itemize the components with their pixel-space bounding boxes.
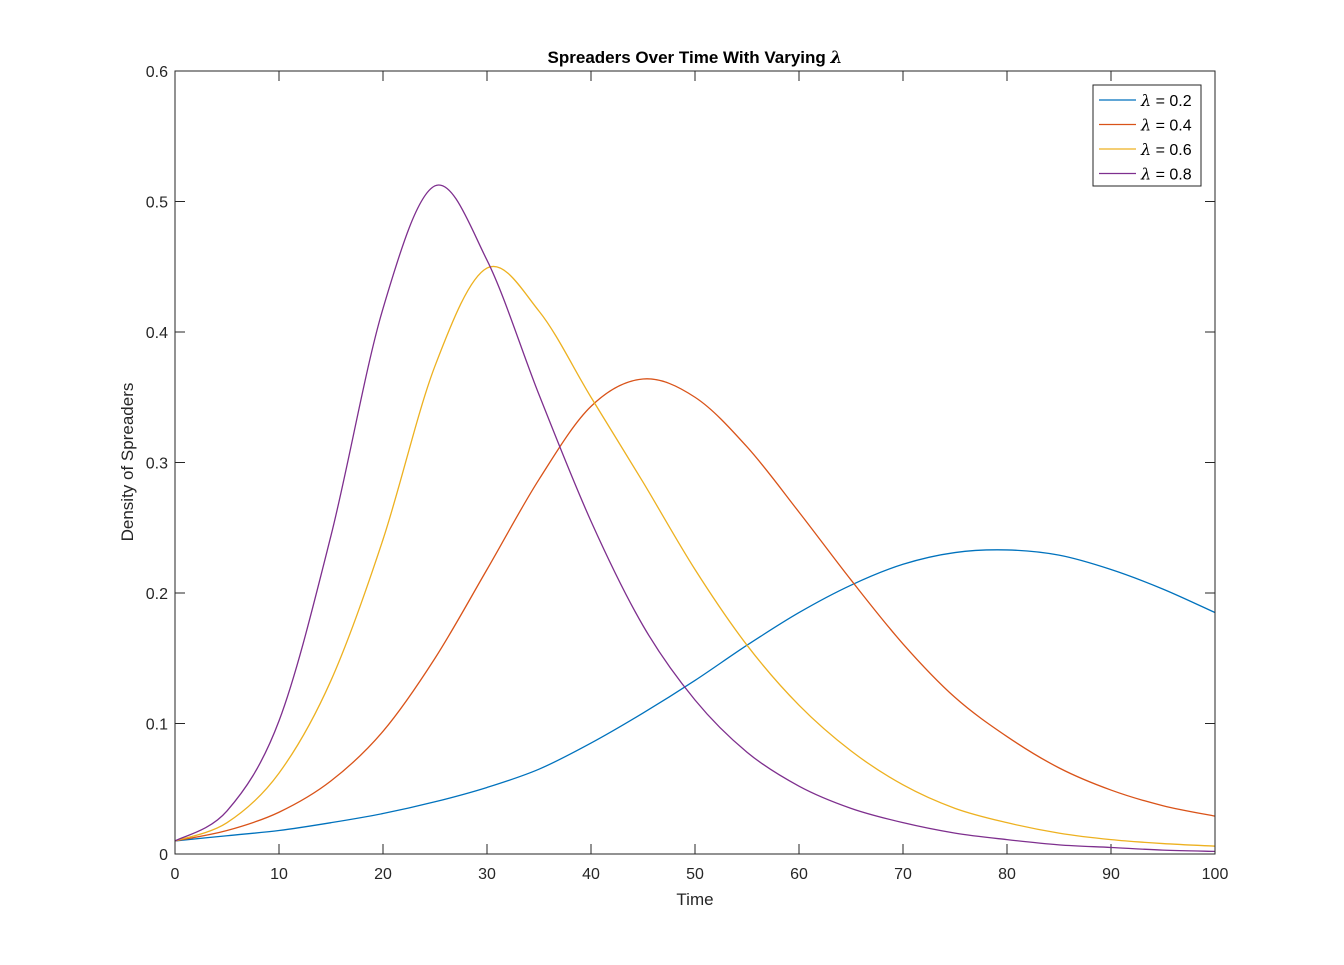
legend-item[interactable]: λ = 0.6	[1099, 140, 1192, 159]
y-axis-ticks: 0 0.1 0.2 0.3 0.4 0.5 0.6	[146, 64, 1215, 864]
chart-title-symbol: λ	[830, 48, 843, 68]
x-axis-label: Time	[676, 890, 713, 909]
y-tick-label: 0.1	[146, 717, 168, 734]
x-tick-label: 90	[1102, 866, 1120, 883]
series-line-2	[174, 378, 1216, 842]
legend-label: λ = 0.8	[1140, 165, 1192, 184]
series-line-1	[174, 549, 1216, 842]
x-tick-label: 40	[582, 866, 600, 883]
series-line-4	[174, 184, 1216, 853]
legend-label-value: = 0.6	[1151, 142, 1192, 159]
series-line-3	[174, 265, 1216, 847]
y-tick-label: 0.6	[146, 64, 168, 81]
x-tick-label: 80	[998, 866, 1016, 883]
legend-label-symbol: λ	[1140, 140, 1151, 159]
x-tick-label: 100	[1202, 866, 1229, 883]
legend-label-symbol: λ	[1140, 165, 1151, 184]
legend[interactable]: λ = 0.2λ = 0.4λ = 0.6λ = 0.8	[1092, 84, 1202, 187]
x-axis-ticks: 0 10 20 30 40 50 60 70 80 90 100	[171, 71, 1229, 883]
legend-item[interactable]: λ = 0.2	[1099, 91, 1192, 110]
x-tick-label: 50	[686, 866, 704, 883]
legend-label-symbol: λ	[1140, 91, 1151, 110]
legend-item[interactable]: λ = 0.4	[1099, 116, 1192, 135]
legend-box	[1092, 84, 1202, 187]
series-lines	[174, 184, 1216, 853]
y-tick-label: 0.4	[146, 325, 168, 342]
x-tick-label: 30	[478, 866, 496, 883]
legend-item[interactable]: λ = 0.8	[1099, 165, 1192, 184]
plot-frame	[174, 70, 1216, 855]
y-tick-label: 0.3	[146, 456, 168, 473]
x-tick-label: 60	[790, 866, 808, 883]
legend-label-symbol: λ	[1140, 116, 1151, 135]
chart-title-prefix: Spreaders Over Time With Varying	[548, 48, 831, 67]
x-tick-label: 10	[270, 866, 288, 883]
legend-label: λ = 0.4	[1140, 116, 1192, 135]
y-tick-label: 0	[159, 847, 168, 864]
legend-label-value: = 0.4	[1151, 118, 1192, 135]
plot-area	[175, 71, 1215, 854]
legend-label-value: = 0.8	[1151, 167, 1192, 184]
legend-label: λ = 0.6	[1140, 140, 1192, 159]
chart-title: Spreaders Over Time With Varying λ	[548, 48, 843, 68]
legend-label: λ = 0.2	[1140, 91, 1192, 110]
y-tick-label: 0.5	[146, 195, 168, 212]
legend-items: λ = 0.2λ = 0.4λ = 0.6λ = 0.8	[1099, 91, 1192, 184]
y-axis-label: Density of Spreaders	[118, 383, 137, 542]
x-tick-label: 20	[374, 866, 392, 883]
legend-label-value: = 0.2	[1151, 93, 1192, 110]
x-tick-label: 0	[171, 866, 180, 883]
x-tick-label: 70	[894, 866, 912, 883]
y-tick-label: 0.2	[146, 586, 168, 603]
